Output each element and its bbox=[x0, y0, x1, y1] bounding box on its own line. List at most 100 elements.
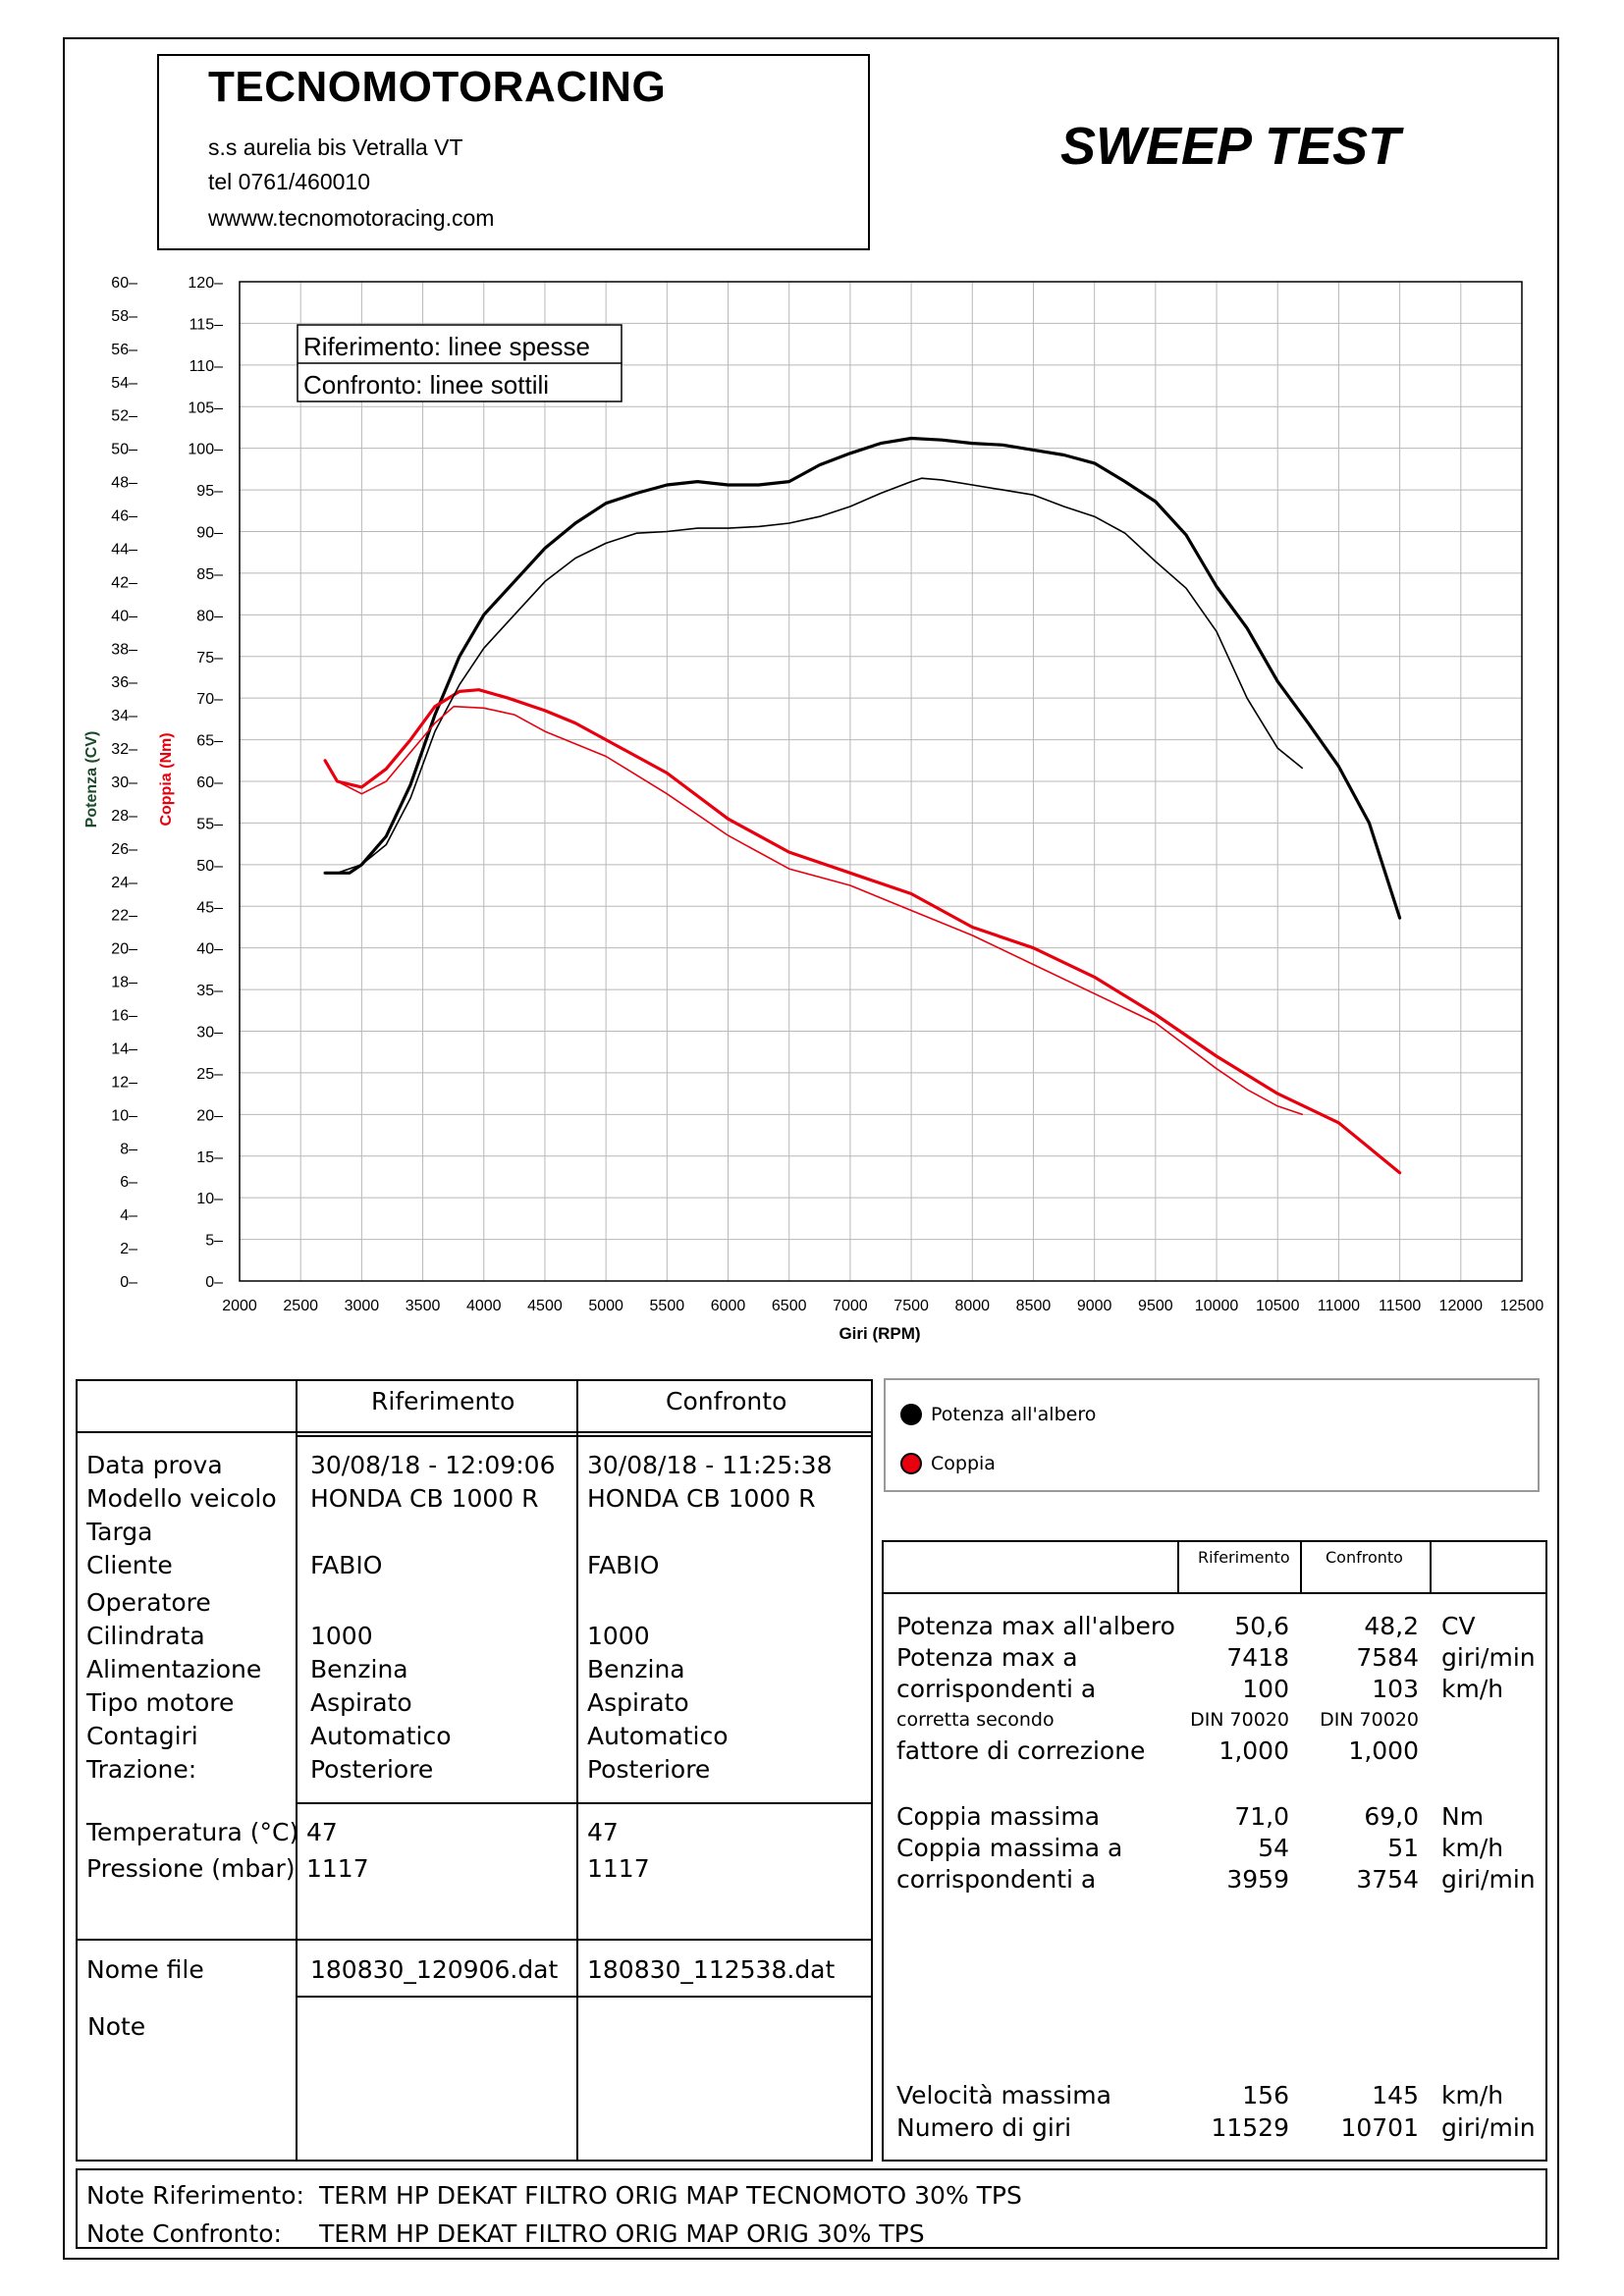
power-tick-label: 40– bbox=[111, 608, 137, 624]
result-cmp-value: 51 bbox=[1387, 1834, 1419, 1862]
result-cmp-value: 3754 bbox=[1356, 1865, 1419, 1894]
x-tick-label: 3500 bbox=[406, 1298, 441, 1314]
x-tick-label: 4000 bbox=[466, 1298, 502, 1314]
torque-tick-label: 35– bbox=[196, 983, 223, 999]
torque-axis-label: Coppia (Nm) bbox=[158, 732, 175, 826]
result-unit: km/h bbox=[1441, 1675, 1504, 1703]
info-label: Alimentazione bbox=[86, 1655, 262, 1683]
file-ref: 180830_120906.dat bbox=[310, 1955, 559, 1984]
torque-tick-label: 110– bbox=[189, 358, 224, 375]
power-tick-label: 14– bbox=[111, 1041, 137, 1057]
result-unit: km/h bbox=[1441, 1834, 1504, 1862]
torque-tick-label: 25– bbox=[196, 1066, 223, 1083]
x-tick-label: 6000 bbox=[711, 1298, 746, 1314]
power-tick-label: 28– bbox=[111, 808, 137, 825]
torque-tick-label: 15– bbox=[196, 1149, 223, 1166]
power-tick-label: 58– bbox=[111, 308, 137, 325]
result-cmp-value: 103 bbox=[1372, 1675, 1419, 1703]
results-col-ref: Riferimento bbox=[1198, 1548, 1290, 1567]
result-cmp-value: 10701 bbox=[1340, 2113, 1419, 2142]
x-tick-label: 11000 bbox=[1318, 1298, 1360, 1314]
x-tick-label: 11500 bbox=[1379, 1298, 1421, 1314]
result-ref-value: 156 bbox=[1242, 2081, 1289, 2109]
result-ref-value: 1,000 bbox=[1218, 1736, 1289, 1765]
power-axis-label: Potenza (CV) bbox=[83, 731, 100, 828]
torque-tick-label: 115– bbox=[189, 316, 224, 333]
result-unit: giri/min bbox=[1441, 2113, 1536, 2142]
torque-tick-label: 55– bbox=[196, 816, 223, 832]
info-col-cmp: Confronto bbox=[666, 1387, 787, 1415]
note-ref-text: TERM HP DEKAT FILTRO ORIG MAP TECNOMOTO … bbox=[319, 2181, 1022, 2210]
result-label: Coppia massima bbox=[896, 1802, 1101, 1831]
info-ref-value: FABIO bbox=[310, 1551, 383, 1579]
torque-tick-label: 60– bbox=[196, 774, 223, 791]
torque-tick-label: 85– bbox=[196, 566, 223, 583]
result-unit: giri/min bbox=[1441, 1865, 1536, 1894]
power-tick-label: 10– bbox=[111, 1107, 137, 1124]
chart-note-comparison: Confronto: linee sottili bbox=[303, 370, 549, 400]
legend-power-dot bbox=[900, 1404, 922, 1425]
info-label: Cliente bbox=[86, 1551, 173, 1579]
legend-power-label: Potenza all'albero bbox=[931, 1404, 1097, 1425]
result-ref-value: 11529 bbox=[1211, 2113, 1289, 2142]
note-label: Note bbox=[87, 2012, 146, 2041]
power-tick-label: 54– bbox=[111, 375, 137, 392]
result-ref-value: DIN 70020 bbox=[1190, 1709, 1289, 1731]
info-label: Operatore bbox=[86, 1588, 211, 1617]
power-tick-label: 36– bbox=[111, 674, 137, 691]
info-ref-value: HONDA CB 1000 R bbox=[310, 1484, 539, 1513]
result-ref-value: 54 bbox=[1258, 1834, 1289, 1862]
torque-tick-label: 10– bbox=[196, 1191, 223, 1207]
x-tick-label: 7500 bbox=[893, 1298, 929, 1314]
result-ref-value: 7418 bbox=[1226, 1643, 1289, 1672]
info-cmp-value: HONDA CB 1000 R bbox=[587, 1484, 816, 1513]
info-label: Cilindrata bbox=[86, 1622, 205, 1650]
x-tick-label: 9500 bbox=[1138, 1298, 1173, 1314]
power-tick-label: 20– bbox=[111, 941, 137, 958]
x-tick-label: 4500 bbox=[527, 1298, 563, 1314]
x-tick-label: 2000 bbox=[222, 1298, 257, 1314]
power-tick-label: 12– bbox=[111, 1074, 137, 1091]
x-tick-label: 7000 bbox=[833, 1298, 868, 1314]
company-website: wwww.tecnomotoracing.com bbox=[208, 205, 495, 231]
power-tick-label: 56– bbox=[111, 342, 137, 358]
torque-tick-label: 20– bbox=[196, 1107, 223, 1124]
power-tick-label: 22– bbox=[111, 908, 137, 925]
power-tick-label: 18– bbox=[111, 975, 137, 991]
result-cmp-value: 69,0 bbox=[1364, 1802, 1419, 1831]
result-label: corrispondenti a bbox=[896, 1865, 1097, 1894]
info-cmp-value: Automatico bbox=[587, 1722, 729, 1750]
power-tick-label: 26– bbox=[111, 841, 137, 858]
torque-tick-label: 80– bbox=[196, 608, 223, 624]
info-label: Trazione: bbox=[86, 1755, 197, 1784]
result-ref-value: 100 bbox=[1242, 1675, 1289, 1703]
power-tick-label: 6– bbox=[120, 1174, 137, 1191]
result-cmp-value: 1,000 bbox=[1348, 1736, 1419, 1765]
power-tick-label: 38– bbox=[111, 641, 137, 658]
info-ref-value: Aspirato bbox=[310, 1688, 412, 1717]
page-frame bbox=[63, 37, 1559, 2260]
power-curve-reference bbox=[323, 436, 1402, 920]
power-tick-label: 42– bbox=[111, 574, 137, 591]
power-tick-label: 8– bbox=[120, 1141, 137, 1157]
torque-tick-label: 70– bbox=[196, 691, 223, 708]
torque-tick-label: 100– bbox=[188, 442, 223, 458]
company-phone: tel 0761/460010 bbox=[208, 169, 370, 194]
power-tick-label: 50– bbox=[111, 442, 137, 458]
info-label: Tipo motore bbox=[86, 1688, 235, 1717]
x-tick-label: 2500 bbox=[283, 1298, 318, 1314]
torque-curve-reference bbox=[323, 688, 1402, 1175]
x-axis-label: Giri (RPM) bbox=[839, 1324, 920, 1343]
pressure-label: Pressione (mbar) bbox=[86, 1854, 296, 1883]
torque-tick-label: 40– bbox=[196, 941, 223, 958]
result-label: Velocità massima bbox=[896, 2081, 1111, 2109]
results-table bbox=[882, 1540, 1547, 2162]
torque-tick-label: 90– bbox=[196, 525, 223, 542]
pressure-cmp: 1117 bbox=[587, 1854, 650, 1883]
dyno-chart: 2000 2500 3000 3500 4000 4500 5000 5500 6000 6500… bbox=[83, 275, 1543, 1343]
result-ref-value: 3959 bbox=[1226, 1865, 1289, 1894]
power-tick-label: 24– bbox=[111, 875, 137, 891]
power-tick-label: 34– bbox=[111, 708, 137, 724]
torque-tick-label: 0– bbox=[205, 1274, 223, 1291]
result-ref-value: 71,0 bbox=[1234, 1802, 1289, 1831]
